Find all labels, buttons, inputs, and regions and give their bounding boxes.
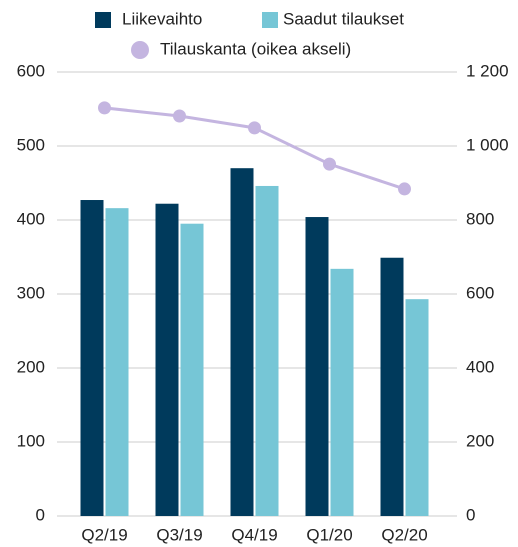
line-point (323, 157, 336, 171)
y-tick-label: 400 (17, 209, 45, 228)
bar (105, 208, 129, 516)
y-tick-label: 500 (17, 135, 45, 154)
line-point (248, 121, 261, 135)
bar (405, 299, 429, 516)
x-tick-label: Q1/20 (306, 525, 352, 544)
x-tick-label: Q2/19 (81, 525, 127, 544)
y2-tick-label: 800 (466, 209, 494, 228)
legend-label: Saadut tilaukset (283, 9, 404, 28)
bar (155, 203, 179, 516)
y-tick-label: 100 (17, 431, 45, 450)
bar (80, 200, 104, 516)
x-tick-label: Q4/19 (231, 525, 277, 544)
x-tick-label: Q3/19 (156, 525, 202, 544)
y-tick-label: 300 (17, 283, 45, 302)
line-point (173, 109, 186, 123)
y2-tick-label: 400 (466, 357, 494, 376)
bar (380, 257, 404, 516)
bar (230, 168, 254, 516)
legend-label: Liikevaihto (122, 9, 202, 28)
y2-tick-label: 600 (466, 283, 494, 302)
y-tick-label: 200 (17, 357, 45, 376)
y-tick-label: 0 (36, 505, 45, 524)
line-point (98, 101, 111, 115)
line-point (398, 182, 411, 196)
y2-tick-label: 0 (466, 505, 475, 524)
legend-swatch (95, 12, 111, 28)
y2-tick-label: 200 (466, 431, 494, 450)
x-tick-label: Q2/20 (381, 525, 427, 544)
line (104, 106, 405, 191)
bar (255, 185, 279, 516)
bar (180, 223, 204, 516)
legend-swatch (131, 41, 149, 59)
legend-swatch (262, 12, 278, 28)
y-tick-label: 600 (17, 61, 45, 80)
legend-label: Tilauskanta (oikea akseli) (160, 39, 351, 58)
y2-tick-label: 1 000 (466, 135, 509, 154)
y2-tick-label: 1 200 (466, 61, 509, 80)
bar (305, 217, 329, 517)
bar (330, 268, 354, 516)
